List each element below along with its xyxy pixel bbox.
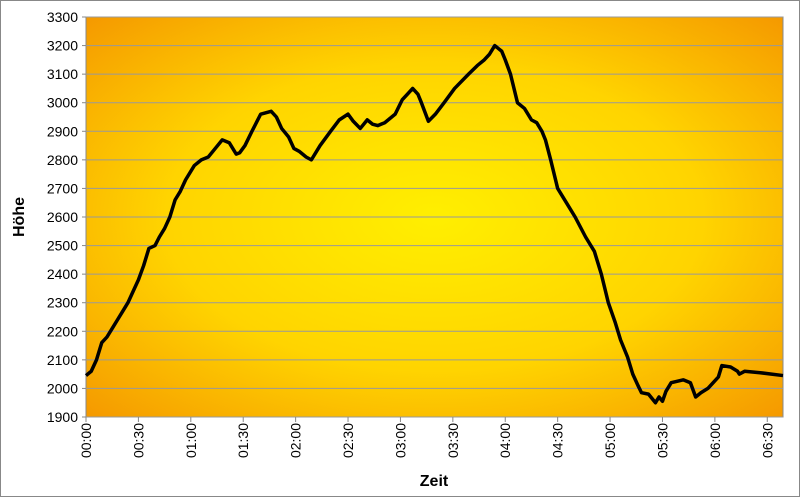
y-axis-label: Höhe [11, 197, 28, 237]
x-tick-label: 02:00 [288, 423, 304, 458]
y-tick-label: 2100 [47, 352, 78, 368]
x-tick-label: 04:30 [550, 423, 566, 458]
x-tick-label: 02:30 [340, 423, 356, 458]
x-tick-label: 03:00 [392, 423, 408, 458]
x-tick-label: 03:30 [445, 423, 461, 458]
x-tick-label: 01:30 [235, 423, 251, 458]
y-tick-label: 2200 [47, 323, 78, 339]
x-tick-label: 01:00 [183, 423, 199, 458]
y-tick-label: 3000 [47, 95, 78, 111]
x-tick-label: 06:00 [707, 423, 723, 458]
y-tick-label: 2000 [47, 380, 78, 396]
line-series [84, 43, 784, 405]
x-tick-label: 06:30 [759, 423, 775, 458]
y-tick-label: 2800 [47, 152, 78, 168]
x-axis-label: Zeit [420, 473, 449, 490]
x-tick-label: 00:30 [130, 423, 146, 458]
x-tick-label: 00:00 [78, 423, 94, 458]
x-tick-label: 04:00 [497, 423, 513, 458]
x-tick-label: 05:30 [654, 423, 670, 458]
y-tick-label: 3200 [47, 38, 78, 54]
y-tick-label: 3100 [47, 66, 78, 82]
y-tick-label: 2500 [47, 238, 78, 254]
x-tick-label: 05:00 [602, 423, 618, 458]
y-tick-label: 2400 [47, 266, 78, 282]
y-tick-label: 3300 [47, 9, 78, 25]
y-tick-label: 2300 [47, 295, 78, 311]
y-tick-label: 2900 [47, 123, 78, 139]
y-tick-label: 2600 [47, 209, 78, 225]
y-tick-label: 1900 [47, 409, 78, 425]
y-tick-label: 2700 [47, 180, 78, 196]
